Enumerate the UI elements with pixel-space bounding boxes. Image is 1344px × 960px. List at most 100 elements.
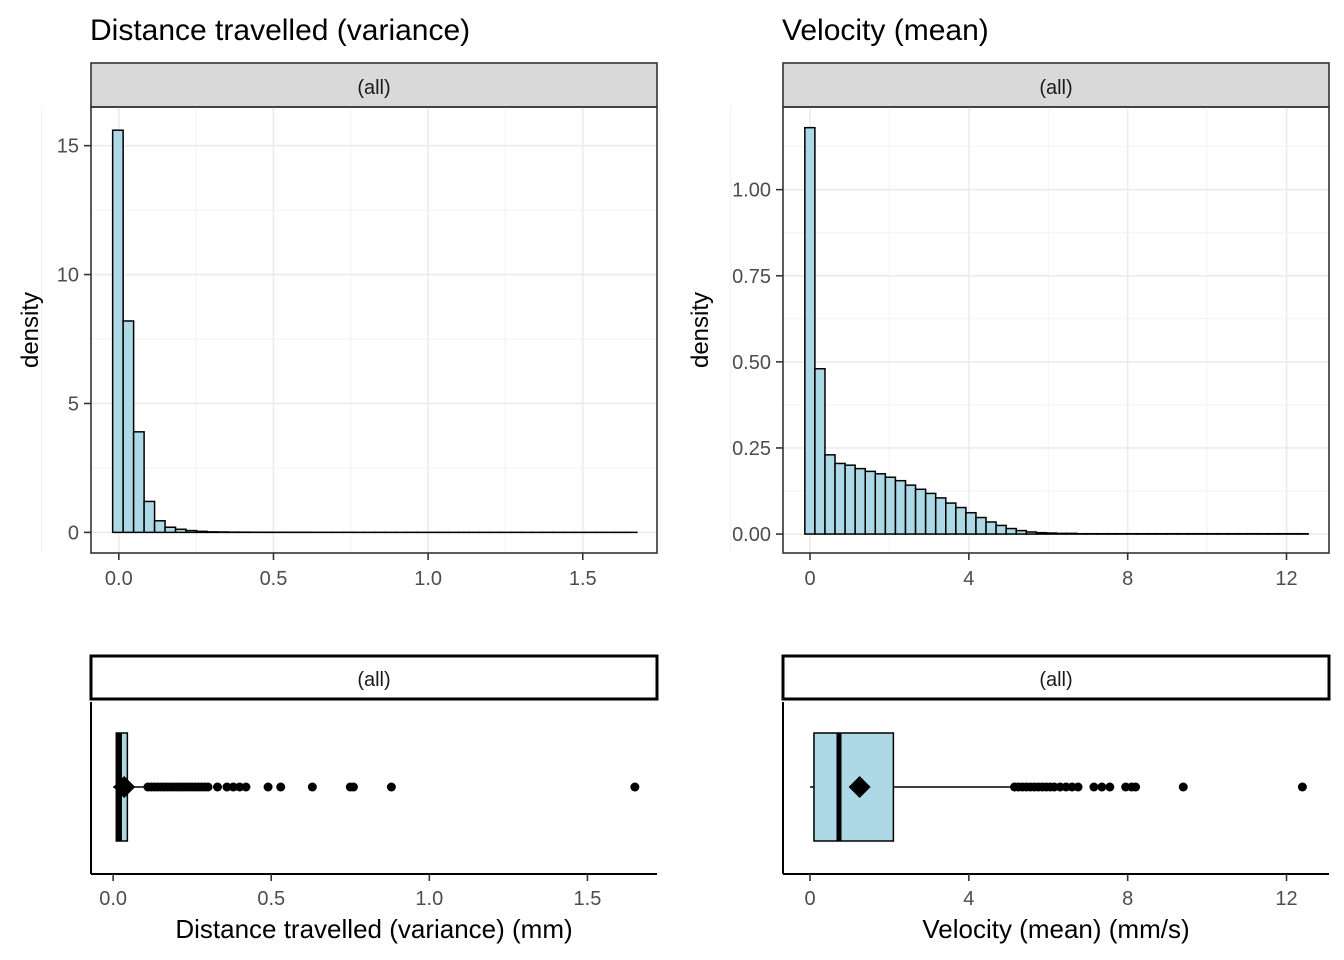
histogram-bar xyxy=(924,492,937,535)
velocity-histogram-panel: Velocity (mean) (all) 0 4 8 12 0.00 0.25 0.50… xyxy=(687,14,1330,590)
y-tick-label: 0.00 xyxy=(732,524,771,546)
velocity-histogram-y-ticks: 0.00 0.25 0.50 0.75 1.00 xyxy=(732,180,783,546)
histogram-bar xyxy=(1055,532,1068,535)
outlier-point xyxy=(1073,782,1083,792)
histogram-bar xyxy=(955,506,967,535)
x-tick-label: 1.0 xyxy=(414,568,442,590)
mean-marker xyxy=(848,776,871,798)
distance-boxplot-strip-label: (all) xyxy=(357,669,390,691)
histogram-bar xyxy=(884,476,897,535)
velocity-histogram-frame xyxy=(782,106,1330,554)
x-tick-label: 0 xyxy=(804,888,815,910)
x-tick-label: 1.5 xyxy=(574,888,602,910)
histogram-bar xyxy=(834,462,846,535)
velocity-histogram-title: Velocity (mean) xyxy=(782,14,989,47)
y-tick-label: 5 xyxy=(68,393,79,415)
velocity-boxplot-panel: (all) 0 4 8 12 Velocity (mean) (mm/s) xyxy=(781,654,1331,944)
outlier-point xyxy=(228,782,238,792)
y-tick-label: 0.25 xyxy=(732,438,771,460)
x-tick-label: 0.0 xyxy=(105,568,133,590)
histogram-bar xyxy=(174,528,187,534)
x-tick-label: 8 xyxy=(1122,888,1133,910)
outlier-point xyxy=(235,782,245,792)
outlier-point xyxy=(263,782,273,792)
x-tick-label: 4 xyxy=(963,888,974,910)
distance-histogram-panel: Distance travelled (variance) (all) 0.0 0… xyxy=(17,14,661,590)
y-tick-label: 15 xyxy=(57,136,79,158)
distance-histogram-frame xyxy=(90,106,658,554)
histogram-bar xyxy=(185,529,198,534)
distance-boxplot-strip xyxy=(89,654,659,701)
outlier-point xyxy=(241,782,251,792)
outlier-point xyxy=(1297,782,1307,792)
y-tick-label: 1.00 xyxy=(732,180,771,202)
velocity-histogram-y-axis-label: density xyxy=(687,292,714,368)
outlier-point xyxy=(1178,782,1188,792)
outlier-point xyxy=(348,782,358,792)
histogram-bar xyxy=(995,524,1007,535)
velocity-histogram-strip-label: (all) xyxy=(1039,77,1072,99)
outlier-point xyxy=(630,782,640,792)
distance-boxplot-x-axis-label: Distance travelled (variance) (mm) xyxy=(175,914,572,944)
x-tick-label: 0.0 xyxy=(99,888,127,910)
histogram-bar xyxy=(914,488,927,535)
outlier-point xyxy=(222,782,232,792)
outlier-point xyxy=(212,782,222,792)
distance-histogram-strip xyxy=(90,62,658,108)
velocity-boxplot-strip-label: (all) xyxy=(1039,669,1072,691)
x-tick-label: 0.5 xyxy=(260,568,288,590)
histogram-bar xyxy=(824,454,836,535)
histogram-bar xyxy=(164,526,177,534)
outlier-point xyxy=(276,782,286,792)
distance-histogram-y-axis-label: density xyxy=(17,292,44,368)
x-tick-label: 8 xyxy=(1122,568,1133,590)
histogram-bar xyxy=(894,479,907,535)
histogram-bar xyxy=(945,502,957,535)
distance-histogram-strip-label: (all) xyxy=(357,77,390,99)
outlier-point xyxy=(203,782,213,792)
histogram-bar xyxy=(195,530,208,534)
histogram-bar xyxy=(864,470,877,535)
velocity-boxplot-marks xyxy=(810,732,1307,842)
histogram-bar xyxy=(1025,531,1038,535)
velocity-histogram-strip xyxy=(782,62,1330,108)
outlier-point xyxy=(1131,782,1141,792)
histogram-bar xyxy=(122,320,135,534)
outlier-point xyxy=(1089,782,1099,792)
distance-boxplot-marks xyxy=(113,732,640,842)
velocity-boxplot-x-ticks: 0 4 8 12 xyxy=(804,874,1298,910)
distance-histogram-bars xyxy=(111,129,638,534)
histogram-bar xyxy=(965,511,977,535)
histogram-bar xyxy=(132,431,145,534)
histogram-bar xyxy=(206,531,219,534)
mean-marker xyxy=(113,776,136,798)
y-tick-label: 10 xyxy=(57,265,79,287)
histogram-bar xyxy=(143,500,156,534)
histogram-bar xyxy=(985,521,997,535)
distance-histogram-y-ticks: 0 5 10 15 xyxy=(57,136,91,544)
histogram-bar xyxy=(1045,532,1058,535)
outlier-point xyxy=(1097,782,1107,792)
histogram-bar xyxy=(854,467,866,535)
distance-histogram-title: Distance travelled (variance) xyxy=(90,14,470,47)
x-tick-label: 1.5 xyxy=(569,568,597,590)
histogram-bar xyxy=(111,129,124,534)
outlier-point xyxy=(386,782,396,792)
histogram-bar xyxy=(153,520,166,534)
histogram-bar xyxy=(1015,529,1028,535)
histogram-bar xyxy=(814,367,826,535)
histogram-bar xyxy=(1035,531,1048,535)
velocity-histogram-bars xyxy=(804,126,1309,535)
x-tick-label: 0 xyxy=(804,568,815,590)
distance-boxplot-panel: (all) 0.0 0.5 1.0 1.5 Distance travelled (v… xyxy=(89,654,659,944)
velocity-boxplot-strip xyxy=(781,654,1331,701)
y-tick-label: 0.50 xyxy=(732,352,771,374)
outlier-point xyxy=(307,782,317,792)
x-tick-label: 12 xyxy=(1275,568,1297,590)
velocity-histogram-x-ticks: 0 4 8 12 xyxy=(804,553,1298,590)
histogram-bar xyxy=(1005,527,1017,535)
y-tick-label: 0 xyxy=(68,522,79,544)
x-tick-label: 4 xyxy=(963,568,974,590)
histogram-bar xyxy=(904,484,917,535)
